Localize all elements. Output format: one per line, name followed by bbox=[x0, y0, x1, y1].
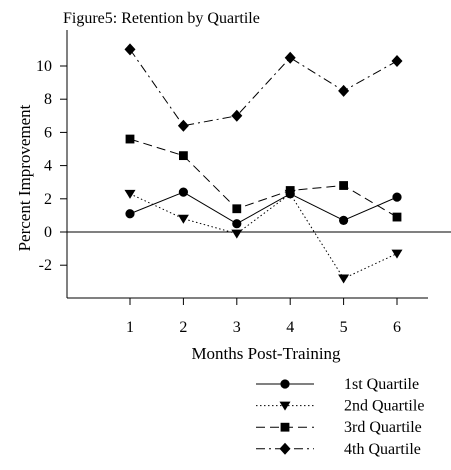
data-point bbox=[392, 192, 402, 202]
data-point bbox=[125, 134, 135, 144]
x-tick-label: 3 bbox=[233, 319, 241, 336]
y-tick-label: 0 bbox=[44, 224, 52, 241]
legend-label: 1st Quartile bbox=[344, 376, 419, 393]
data-point bbox=[232, 204, 242, 214]
y-tick-label: -2 bbox=[39, 257, 52, 274]
data-point bbox=[125, 209, 135, 219]
legend-label: 2nd Quartile bbox=[344, 398, 424, 415]
y-tick-label: 8 bbox=[44, 91, 52, 108]
data-point bbox=[285, 186, 295, 195]
data-point bbox=[339, 181, 348, 190]
legend: 1st Quartile 2nd Quartile 3rd Quartile 4th … bbox=[256, 376, 424, 458]
legend-marker bbox=[279, 442, 291, 455]
data-point bbox=[124, 189, 136, 199]
data-point bbox=[391, 249, 403, 259]
legend-item-1: 1st Quartile bbox=[256, 376, 419, 393]
legend-item-3: 3rd Quartile bbox=[256, 419, 422, 436]
legend-label: 3rd Quartile bbox=[344, 419, 422, 436]
y-tick-label: 10 bbox=[36, 58, 52, 75]
x-tick-label: 1 bbox=[126, 319, 134, 336]
legend-marker bbox=[280, 422, 290, 432]
data-point bbox=[231, 229, 243, 239]
data-point bbox=[177, 119, 189, 132]
y-tick-label: 4 bbox=[44, 158, 52, 175]
data-point bbox=[338, 274, 350, 284]
series-line bbox=[129, 49, 398, 127]
x-tick-label: 4 bbox=[286, 319, 294, 336]
legend-item-4: 4th Quartile bbox=[256, 441, 421, 458]
x-tick-label: 2 bbox=[179, 319, 187, 336]
data-point bbox=[124, 43, 136, 56]
series-4 bbox=[124, 43, 403, 132]
series-line bbox=[129, 191, 398, 225]
legend-marker bbox=[279, 401, 291, 411]
data-point bbox=[392, 212, 402, 222]
x-tick-label: 5 bbox=[340, 319, 348, 336]
series-1 bbox=[125, 187, 402, 229]
legend-item-2: 2nd Quartile bbox=[256, 398, 424, 415]
series-3 bbox=[125, 134, 402, 222]
data-point bbox=[179, 151, 188, 161]
legend-marker bbox=[280, 379, 290, 389]
data-point bbox=[339, 215, 349, 225]
series-2 bbox=[124, 189, 403, 284]
data-point bbox=[178, 187, 188, 197]
series-line bbox=[129, 138, 398, 218]
data-point bbox=[338, 84, 350, 97]
legend-label: 4th Quartile bbox=[344, 441, 421, 458]
y-tick-label: 2 bbox=[44, 191, 52, 208]
data-point bbox=[232, 219, 242, 229]
chart-title: Figure5: Retention by Quartile bbox=[63, 10, 260, 27]
data-point bbox=[391, 55, 403, 68]
y-axis-label: Percent Improvement bbox=[15, 104, 34, 251]
data-point bbox=[231, 109, 243, 122]
x-tick-label: 6 bbox=[393, 319, 401, 336]
data-point bbox=[177, 214, 189, 224]
series-line bbox=[129, 193, 398, 280]
data-point bbox=[284, 51, 296, 64]
y-tick-label: 6 bbox=[44, 124, 52, 141]
x-axis-label: Months Post-Training bbox=[191, 344, 341, 363]
